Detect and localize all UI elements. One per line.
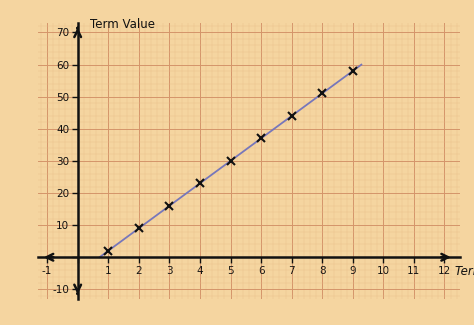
Text: Term Value: Term Value (90, 18, 155, 31)
Text: Term n: Term n (455, 265, 474, 278)
